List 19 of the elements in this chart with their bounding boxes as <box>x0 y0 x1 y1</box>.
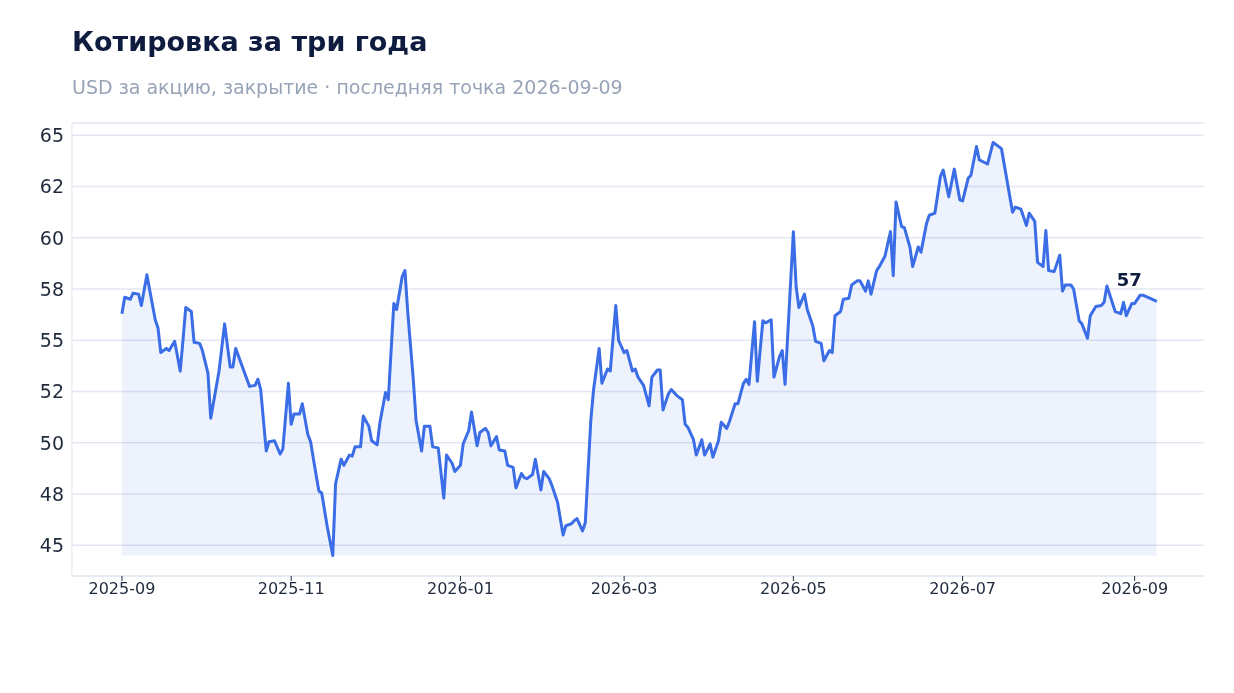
x-tick-label: 2026-03 <box>590 579 658 599</box>
y-tick-label: 65 <box>39 124 64 147</box>
chart-title: Котировка за три года <box>72 26 428 57</box>
x-tick-label: 2025-09 <box>88 579 156 599</box>
y-tick-label: 60 <box>39 226 64 249</box>
y-tick-label: 48 <box>39 482 64 505</box>
y-tick-label: 55 <box>39 329 64 352</box>
x-tick-label: 2026-01 <box>427 579 494 599</box>
x-tick-label: 2026-09 <box>1101 579 1169 599</box>
chart-subtitle: USD за акцию, закрытие · последняя точка 2026-09-09 <box>72 76 623 98</box>
x-tick-label: 2026-07 <box>929 579 997 599</box>
x-tick-label: 2026-05 <box>759 579 827 599</box>
y-tick-label: 62 <box>39 175 64 198</box>
y-tick-label: 50 <box>39 431 64 454</box>
y-tick-label: 58 <box>39 277 64 300</box>
annotation: 57 <box>1116 269 1142 291</box>
y-tick-label: 45 <box>39 534 64 556</box>
x-tick-label: 2025-11 <box>257 579 325 599</box>
y-tick-label: 52 <box>39 380 64 403</box>
